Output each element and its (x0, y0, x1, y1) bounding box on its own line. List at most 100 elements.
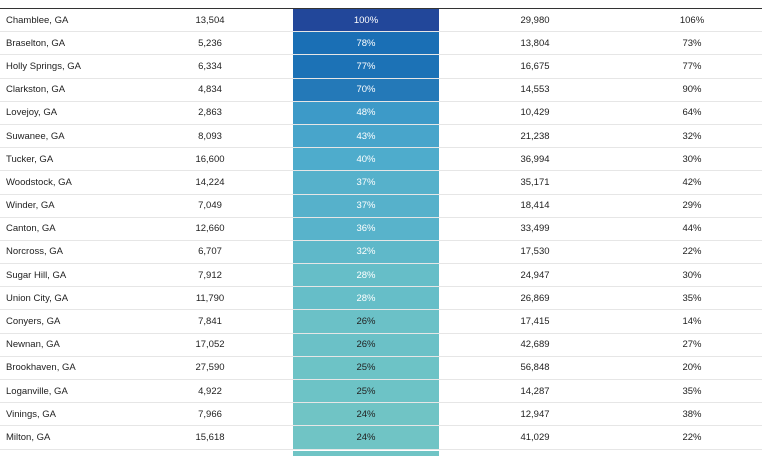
city-cell: Woodstock, GA (6, 176, 72, 188)
count-b-cell: 35,171 (520, 176, 550, 188)
change-cell: 35% (682, 292, 702, 304)
table-row: Loganville, GA 4,922 25% 14,287 35% (0, 380, 762, 404)
count-a-cell: 7,966 (198, 408, 222, 420)
table-row: Winder, GA 7,049 37% 18,414 29% (0, 194, 762, 218)
count-b-cell: 41,029 (520, 431, 550, 443)
growth-cell: 36% (293, 217, 439, 240)
count-a-cell: 8,093 (198, 130, 222, 142)
count-a-cell: 7,049 (198, 200, 222, 212)
table-row: Brookhaven, GA 27,590 25% 56,848 20% (0, 356, 762, 380)
change-cell: 90% (682, 84, 702, 96)
change-cell: 29% (682, 200, 702, 212)
growth-cell: 43% (293, 124, 439, 148)
count-a-cell: 11,790 (195, 292, 225, 304)
city-cell: Holly Springs, GA (6, 60, 81, 72)
change-cell: 30% (682, 269, 702, 281)
table-row: Tucker, GA 16,600 40% 36,994 30% (0, 148, 762, 172)
city-cell: Lovejoy, GA (6, 107, 58, 119)
change-cell: 77% (682, 60, 702, 72)
table-row: Union City, GA 11,790 28% 26,869 35% (0, 287, 762, 311)
count-a-cell: 17,052 (195, 339, 225, 351)
city-cell: Tucker, GA (6, 153, 54, 165)
count-a-cell: 12,660 (195, 223, 225, 235)
table-row: Conyers, GA 7,841 26% 17,415 14% (0, 310, 762, 334)
table-row: Lovejoy, GA 2,863 48% 10,429 64% (0, 101, 762, 125)
highlight-cell-partial (293, 451, 439, 456)
city-cell: Milton, GA (6, 431, 51, 443)
table-row: Sugar Hill, GA 7,912 28% 24,947 30% (0, 264, 762, 288)
growth-cell: 25% (293, 356, 439, 379)
count-b-cell: 17,530 (520, 246, 550, 258)
table-row: Milton, GA 15,618 24% 41,029 22% (0, 426, 762, 450)
city-cell: Newnan, GA (6, 339, 60, 351)
city-cell: Braselton, GA (6, 37, 66, 49)
growth-cell: 32% (293, 240, 439, 264)
growth-cell: 28% (293, 287, 439, 310)
change-cell: 106% (679, 14, 705, 26)
count-a-cell: 16,600 (195, 153, 225, 165)
count-b-cell: 29,980 (520, 14, 550, 26)
count-b-cell: 18,414 (520, 200, 550, 212)
table-row: Chamblee, GA 13,504 100% 29,980 106% (0, 9, 762, 33)
count-a-cell: 4,834 (198, 84, 222, 96)
growth-cell: 25% (293, 380, 439, 403)
count-b-cell: 56,848 (520, 362, 550, 374)
change-cell: 42% (682, 176, 702, 188)
city-cell: Loganville, GA (6, 385, 68, 397)
growth-cell: 100% (293, 9, 439, 32)
growth-cell: 40% (293, 148, 439, 171)
city-cell: Sugar Hill, GA (6, 269, 67, 281)
city-cell: Canton, GA (6, 223, 56, 235)
count-a-cell: 2,863 (198, 107, 222, 119)
city-cell: Norcross, GA (6, 246, 64, 258)
table-row: Holly Springs, GA 6,334 77% 16,675 77% (0, 55, 762, 79)
table-row: Vinings, GA 7,966 24% 12,947 38% (0, 403, 762, 427)
city-cell: Winder, GA (6, 200, 55, 212)
count-b-cell: 26,869 (520, 292, 550, 304)
count-b-cell: 13,804 (520, 37, 550, 49)
count-b-cell: 33,499 (520, 223, 550, 235)
count-b-cell: 16,675 (520, 60, 550, 72)
count-b-cell: 17,415 (520, 316, 550, 328)
change-cell: 35% (682, 385, 702, 397)
count-a-cell: 27,590 (195, 362, 225, 374)
table-row: Canton, GA 12,660 36% 33,499 44% (0, 217, 762, 241)
count-b-cell: 24,947 (520, 269, 550, 281)
count-b-cell: 10,429 (520, 107, 550, 119)
growth-cell: 70% (293, 78, 439, 101)
city-cell: Vinings, GA (6, 408, 56, 420)
city-cell: Brookhaven, GA (6, 362, 76, 374)
change-cell: 20% (682, 362, 702, 374)
table-row: Suwanee, GA 8,093 43% 21,238 32% (0, 124, 762, 149)
growth-cell: 78% (293, 32, 439, 55)
change-cell: 64% (682, 107, 702, 119)
data-table: Chamblee, GA 13,504 100% 29,980 106% Braselto… (0, 8, 762, 450)
city-cell: Chamblee, GA (6, 14, 69, 26)
count-a-cell: 5,236 (198, 37, 222, 49)
count-b-cell: 14,553 (520, 84, 550, 96)
growth-cell: 77% (293, 55, 439, 78)
change-cell: 27% (682, 339, 702, 351)
growth-cell: 48% (293, 101, 439, 124)
change-cell: 14% (682, 316, 702, 328)
count-b-cell: 21,238 (520, 130, 550, 142)
change-cell: 30% (682, 153, 702, 165)
count-a-cell: 7,912 (198, 269, 222, 281)
count-b-cell: 12,947 (520, 408, 550, 420)
count-a-cell: 14,224 (195, 176, 225, 188)
table-row: Newnan, GA 17,052 26% 42,689 27% (0, 333, 762, 357)
count-a-cell: 15,618 (195, 431, 225, 443)
growth-cell: 37% (293, 194, 439, 217)
growth-cell: 26% (293, 310, 439, 333)
growth-cell: 24% (293, 426, 439, 449)
table-row: Braselton, GA 5,236 78% 13,804 73% (0, 32, 762, 56)
city-cell: Conyers, GA (6, 316, 61, 328)
city-cell: Union City, GA (6, 292, 69, 304)
count-a-cell: 4,922 (198, 385, 222, 397)
count-a-cell: 6,334 (198, 60, 222, 72)
count-a-cell: 13,504 (195, 14, 225, 26)
table-row: Clarkston, GA 4,834 70% 14,553 90% (0, 78, 762, 102)
count-b-cell: 42,689 (520, 339, 550, 351)
growth-cell: 24% (293, 403, 439, 426)
